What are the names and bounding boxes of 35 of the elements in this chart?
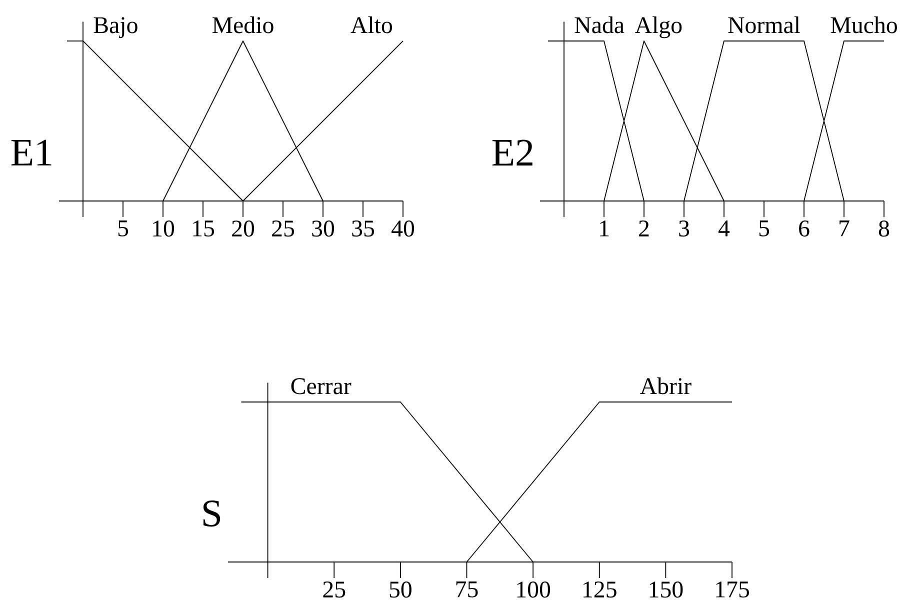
x-tick-label: 4 — [718, 220, 730, 236]
x-tick-label: 8 — [878, 220, 890, 237]
x-tick-label: 15 — [193, 220, 214, 237]
series-label: Mucho — [830, 16, 897, 34]
legend-label: Nada — [574, 16, 624, 34]
x-tick-label: 40 — [392, 220, 414, 237]
x-tick-label: 7 — [840, 220, 850, 236]
x-tick-label: 125 — [584, 582, 616, 598]
x-tick-label: 5 — [118, 220, 128, 236]
y-axis-title: E1 — [11, 140, 52, 166]
x-tick-label: 75 — [456, 582, 478, 598]
x-tick-label: 1 — [600, 220, 609, 236]
y-axis-title: S — [203, 500, 220, 527]
series-label: Alto — [350, 16, 392, 34]
x-tick-label: 100 — [517, 582, 550, 598]
series-label: Cerrar — [291, 378, 352, 394]
series-label: Normal — [728, 16, 800, 34]
x-tick-label: 2 — [639, 220, 649, 236]
x-tick-label: 30 — [312, 220, 334, 237]
series-label: Medio — [212, 16, 274, 34]
x-tick-label: 5 — [759, 220, 770, 236]
x-tick-label: 20 — [232, 220, 254, 237]
y-axis-title: E2 — [492, 140, 532, 166]
x-tick-label: 3 — [679, 220, 690, 237]
series-label: Algo — [634, 16, 682, 38]
legend-label: Bajo — [94, 17, 138, 38]
x-tick-label: 25 — [323, 582, 346, 598]
x-tick-label: 150 — [650, 582, 683, 598]
x-tick-label: 10 — [153, 220, 174, 237]
x-tick-label: 175 — [716, 582, 749, 598]
x-tick-label: 35 — [352, 220, 374, 237]
x-tick-label: 6 — [799, 220, 810, 237]
x-tick-label: 25 — [272, 220, 294, 237]
series-label: Abrir — [640, 377, 692, 394]
x-tick-label: 50 — [390, 582, 412, 598]
